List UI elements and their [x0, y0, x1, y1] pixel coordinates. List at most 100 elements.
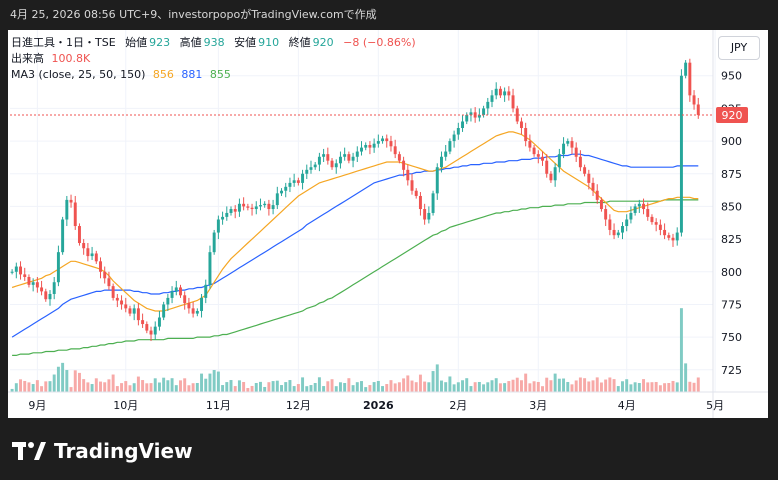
volume-bar [654, 381, 658, 392]
volume-bar [292, 386, 296, 392]
currency-button[interactable]: JPY [718, 36, 760, 60]
x-tick-label: 3月 [529, 399, 547, 412]
volume-bar [503, 383, 507, 392]
symbol-title[interactable]: 日進工具・1日・TSE [11, 36, 116, 49]
volume-bar [658, 385, 662, 392]
candle-body [431, 193, 435, 213]
candle-body [52, 282, 56, 294]
volume-label[interactable]: 出来高 [11, 52, 44, 65]
volume-bar [14, 383, 18, 392]
brand-name: TradingView [54, 439, 193, 463]
candle-body [166, 297, 170, 305]
candle-body [86, 248, 90, 257]
candle-body [633, 206, 637, 213]
volume-bar [675, 382, 679, 392]
volume-bar [19, 379, 22, 392]
volume-bar [355, 382, 359, 392]
candle-body [301, 173, 305, 183]
volume-bar [157, 382, 161, 392]
volume-bar [124, 381, 128, 392]
candle-body [195, 310, 199, 314]
high-label: 高値 [179, 36, 202, 49]
candle-body [94, 253, 98, 262]
volume-bar [195, 383, 199, 392]
volume-bar [31, 384, 35, 392]
candle-body [132, 308, 136, 314]
candle-body [23, 274, 27, 277]
y-tick-label: 825 [721, 233, 742, 246]
volume-bar [642, 379, 646, 392]
candle-body [229, 209, 233, 213]
candle-body [675, 232, 679, 241]
candle-body [77, 226, 81, 244]
candle-body [465, 114, 469, 122]
volume-bar [528, 383, 532, 392]
volume-bar [591, 380, 595, 392]
open-label: 始値 [125, 36, 148, 49]
volume-value: 100.8K [51, 52, 91, 65]
volume-bar [258, 381, 262, 392]
volume-bar [667, 383, 671, 392]
candle-body [40, 287, 44, 292]
candle-body [107, 278, 111, 287]
price-chart[interactable]: 7257507758008258508759009259509月10月11月12… [8, 30, 768, 418]
volume-bar [393, 383, 397, 392]
candle-body [494, 88, 498, 96]
candle-body [31, 282, 35, 285]
candle-body [372, 143, 376, 148]
volume-bar [35, 380, 39, 392]
candle-body [338, 156, 342, 164]
volume-bar [612, 379, 616, 392]
volume-bar [136, 376, 140, 392]
volume-bar [322, 386, 326, 392]
chart-panel[interactable]: 7257507758008258508759009259509月10月11月12… [8, 30, 768, 418]
volume-bar [221, 385, 225, 392]
y-tick-label: 950 [721, 70, 742, 83]
volume-bar [440, 380, 443, 392]
volume-bar [389, 380, 393, 392]
candle-body [221, 216, 225, 220]
candle-body [355, 151, 359, 157]
ma-label[interactable]: MA3 (close, 25, 50, 150) [11, 68, 146, 81]
volume-bar [692, 382, 696, 392]
y-tick-label: 875 [721, 168, 742, 181]
candle-body [574, 147, 578, 157]
candle-body [263, 203, 267, 206]
candle-body [452, 134, 456, 142]
candle-body [368, 145, 372, 148]
candle-body [498, 88, 502, 96]
volume-bar [103, 382, 107, 392]
volume-bar [27, 382, 31, 392]
volume-bar [128, 385, 132, 392]
volume-bar [418, 374, 422, 392]
tradingview-logo[interactable]: TradingView [12, 436, 193, 466]
x-tick-label: 9月 [28, 399, 46, 412]
volume-bar [431, 371, 435, 392]
candle-body [519, 121, 523, 129]
volume-bar [115, 386, 119, 392]
candle-body [124, 304, 128, 309]
candle-body [557, 154, 561, 168]
candle-body [237, 203, 241, 212]
volume-bar [541, 386, 544, 392]
volume-bar [77, 372, 81, 392]
candle-body [364, 145, 368, 148]
candle-body [343, 154, 347, 157]
volume-bar [498, 383, 502, 392]
ma25-value: 856 [152, 68, 174, 81]
volume-bar [187, 385, 191, 392]
price-tag-label: 920 [722, 109, 743, 122]
volume-bar [629, 384, 633, 392]
volume-bar [56, 366, 60, 392]
volume-bar [477, 381, 481, 392]
volume-bar [385, 384, 389, 392]
volume-bar [650, 382, 654, 392]
volume-bar [254, 383, 258, 392]
y-tick-label: 850 [721, 200, 742, 213]
volume-bar [225, 382, 229, 392]
candle-body [153, 326, 157, 335]
volume-bar [351, 385, 355, 392]
volume-bar [338, 382, 342, 392]
volume-bar [330, 379, 334, 392]
volume-bar [246, 388, 250, 392]
